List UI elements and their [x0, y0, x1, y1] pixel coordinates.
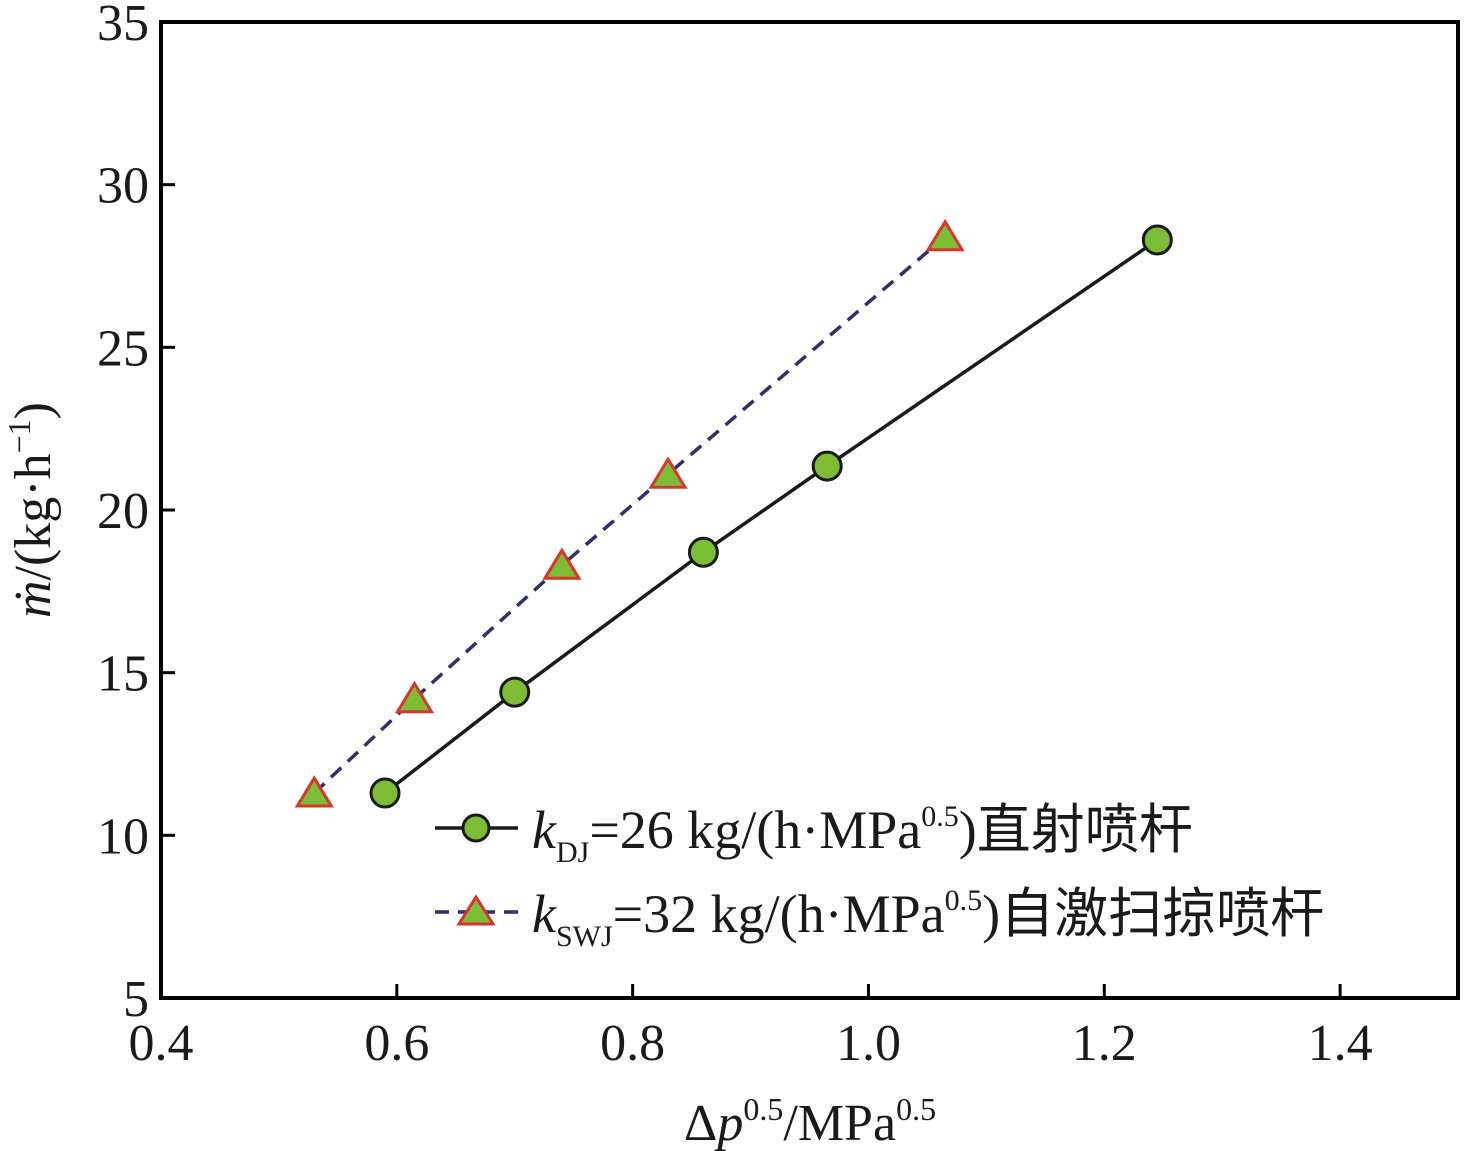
x-label-sup2: 0.5	[896, 1091, 936, 1127]
legend: kDJ=26 kg/(h·MPa0.5)直射喷杆 kSWJ=32 kg/(h·M…	[435, 800, 1324, 953]
x-label-unit: /MPa	[783, 1095, 896, 1151]
data-point-kDJ	[811, 450, 843, 482]
x-tick-label: 1.2	[1072, 1015, 1137, 1072]
y-tick-label: 35	[97, 0, 149, 52]
data-point-kDJ	[687, 536, 719, 568]
legend-tail: )直射喷杆	[959, 800, 1193, 860]
legend-k-symbol: k	[532, 884, 557, 944]
y-label-var: ṁ	[5, 580, 62, 618]
x-tick-label: 0.6	[364, 1015, 429, 1072]
x-label-sup1: 0.5	[743, 1091, 783, 1127]
y-tick-label: 15	[97, 646, 149, 703]
y-label-sup: −1	[1, 419, 37, 453]
x-tick-label: 1.0	[836, 1015, 901, 1072]
x-tick-label: 1.4	[1308, 1015, 1373, 1072]
x-tick-label: 0.4	[129, 1015, 194, 1072]
legend-subscript: DJ	[556, 836, 590, 869]
legend-entry-kSWJ: kSWJ=32 kg/(h·MPa0.5)自激扫掠喷杆	[435, 884, 1324, 953]
data-point-kSWJ	[394, 680, 435, 714]
y-tick-label: 5	[123, 971, 149, 1028]
y-label-close: )	[5, 402, 62, 419]
legend-label-kDJ: kDJ=26 kg/(h·MPa0.5)直射喷杆	[532, 800, 1193, 869]
series-markers	[294, 218, 1173, 809]
data-point-kSWJ	[648, 456, 688, 489]
legend-superscript: 0.5	[945, 884, 983, 917]
data-point-kSWJ	[925, 218, 965, 252]
y-tick-label: 25	[97, 320, 149, 377]
tick-labels: 0.4 0.6 0.8 1.0 1.2 1.4 5 10 15 20 25 30 35	[97, 0, 1373, 1072]
y-tick-label: 30	[97, 158, 149, 215]
data-point-kDJ	[499, 676, 531, 708]
y-label-rest: /(kg·h	[5, 453, 62, 580]
y-tick-label: 20	[97, 483, 149, 540]
data-point-kDJ	[1141, 224, 1173, 256]
x-label-var: p	[713, 1095, 743, 1151]
legend-triangle-marker	[456, 894, 496, 926]
data-point-kSWJ	[294, 775, 334, 808]
axis-ticks	[159, 20, 1342, 1000]
legend-circle-marker	[461, 813, 491, 843]
series-line-kDJ	[383, 238, 1159, 795]
y-axis-label: ṁ/(kg·h−1)	[1, 402, 62, 618]
legend-superscript: 0.5	[921, 800, 959, 833]
x-tick-label: 0.8	[600, 1015, 665, 1072]
legend-k-symbol: k	[532, 800, 557, 860]
series-lines	[313, 235, 1159, 795]
legend-tail: )自激扫掠喷杆	[982, 884, 1324, 944]
x-label-delta: Δ	[684, 1095, 717, 1151]
legend-subscript: SWJ	[556, 920, 613, 953]
legend-mid: =32 kg/(h·MPa	[613, 884, 945, 944]
legend-entry-kDJ: kDJ=26 kg/(h·MPa0.5)直射喷杆	[435, 800, 1193, 869]
legend-mid: =26 kg/(h·MPa	[589, 800, 921, 860]
x-axis-label: Δp0.5/MPa0.5	[684, 1091, 936, 1151]
data-point-kSWJ	[542, 547, 582, 580]
legend-label-kSWJ: kSWJ=32 kg/(h·MPa0.5)自激扫掠喷杆	[532, 884, 1324, 953]
data-point-kDJ	[369, 777, 401, 809]
y-tick-label: 10	[97, 808, 149, 865]
